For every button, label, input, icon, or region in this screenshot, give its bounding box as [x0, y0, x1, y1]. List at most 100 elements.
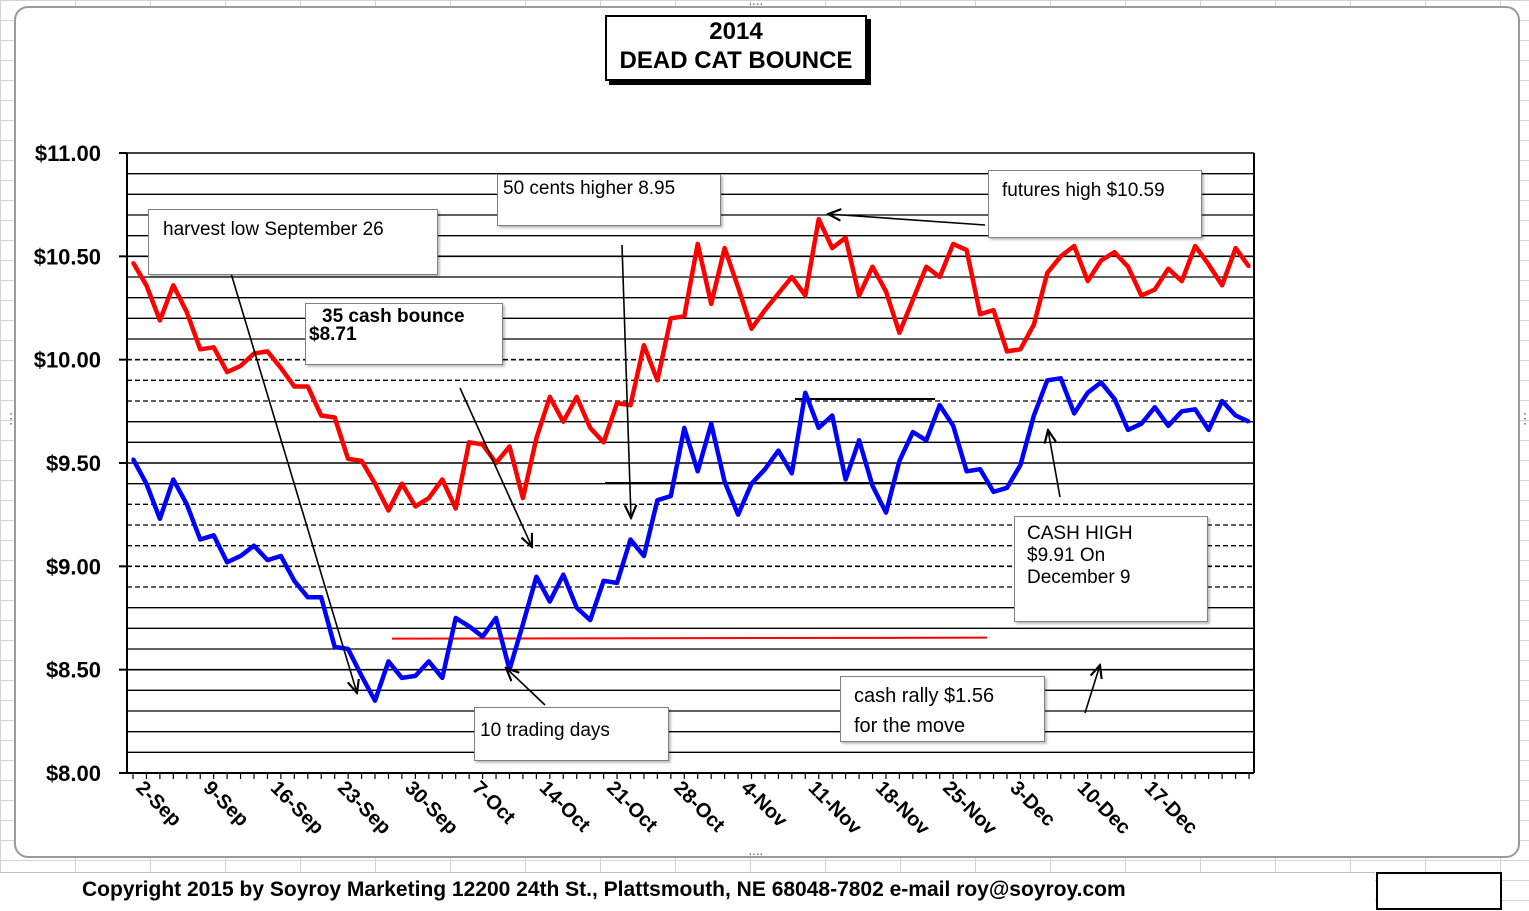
cash-high-arrow [1048, 430, 1061, 498]
futures-point [400, 482, 404, 486]
futures-point [655, 378, 659, 382]
cash-point [1220, 399, 1224, 403]
futures-point [440, 478, 444, 482]
cash-point [1247, 420, 1251, 424]
futures-point [1099, 258, 1103, 262]
x-tick-label: 23-Sep [333, 777, 395, 839]
cash-point [1113, 397, 1117, 401]
callout-ten-days-text: 10 trading days [480, 720, 610, 741]
futures-point [723, 246, 727, 250]
cash-point [575, 606, 579, 610]
cash-point [360, 674, 364, 678]
chart-title-line1: 2014 [709, 18, 763, 45]
cash-point [427, 659, 431, 663]
cash-point [1072, 411, 1076, 415]
side-cell-1[interactable] [1376, 872, 1502, 910]
callout-cash-bounce: 35 cash bounce $8.71 [305, 303, 503, 365]
futures-point [1045, 271, 1049, 275]
futures-point [494, 461, 498, 465]
cash-point [1086, 391, 1090, 395]
resize-handle-right[interactable]: ⋮ [1518, 410, 1529, 426]
y-tick-label: $10.00 [34, 348, 101, 373]
futures-point [561, 420, 565, 424]
futures-point [1018, 347, 1022, 351]
cash-point [615, 581, 619, 585]
cash-point [602, 579, 606, 583]
cash-point [158, 517, 162, 521]
futures-point [803, 294, 807, 298]
callout-cash-rally-line2: for the move [854, 715, 966, 737]
cash-point [938, 403, 942, 407]
cash-point [1234, 413, 1238, 417]
cash-point [333, 645, 337, 649]
cash-point [1166, 424, 1170, 428]
futures-point [198, 347, 202, 351]
cash-point [131, 457, 135, 461]
futures-point [588, 426, 592, 430]
cash-point [790, 471, 794, 475]
futures-point [763, 308, 767, 312]
copyright-text: Copyright 2015 by Soyroy Marketing 12200… [82, 878, 1126, 901]
cash-point [682, 426, 686, 430]
cash-point [897, 459, 901, 463]
futures-point [279, 366, 283, 370]
cash-point [1045, 378, 1049, 382]
futures-point [911, 298, 915, 302]
cash-point [655, 498, 659, 502]
futures-point [965, 248, 969, 252]
cash-point [265, 558, 269, 562]
ten-days-arrow [506, 668, 546, 706]
cash-point [467, 624, 471, 628]
cash-point [413, 674, 417, 678]
cash-point [279, 554, 283, 558]
futures-point [696, 242, 700, 246]
callout-cash-high: CASH HIGH $9.91 On December 9 [1014, 516, 1208, 622]
cash-point [951, 424, 955, 428]
cash-point [992, 490, 996, 494]
cash-point [1005, 486, 1009, 490]
cash-point [386, 659, 390, 663]
futures-point [548, 395, 552, 399]
callout-cash-high-line2: $9.91 On [1027, 545, 1106, 566]
x-tick-label: 10-Dec [1073, 777, 1135, 839]
futures-point [467, 440, 471, 444]
cash-point [776, 449, 780, 453]
futures-point [1032, 323, 1036, 327]
cash-bounce-arrow [459, 387, 532, 547]
futures-point [1072, 244, 1076, 248]
cash-point [454, 616, 458, 620]
cash-point [373, 699, 377, 703]
cash-point [884, 511, 888, 515]
cash-point [400, 676, 404, 680]
callout-harvest-low: harvest low September 26 [148, 209, 438, 275]
futures-point [951, 242, 955, 246]
futures-point [1180, 279, 1184, 283]
cash-point [830, 413, 834, 417]
x-tick-label: 2-Sep [131, 777, 185, 831]
cash-point [709, 422, 713, 426]
cash-point [1059, 376, 1063, 380]
y-tick-label: $10.50 [34, 244, 101, 269]
cash-point [696, 469, 700, 473]
x-tick-label: 21-Oct [602, 777, 662, 837]
futures-point [319, 413, 323, 417]
futures-point [1139, 294, 1143, 298]
futures-point [978, 312, 982, 316]
y-tick-label: $9.00 [46, 554, 101, 579]
y-tick-label: $8.50 [46, 658, 101, 683]
futures-point [360, 459, 364, 463]
cash-point [212, 533, 216, 537]
y-tick-label: $11.00 [35, 141, 101, 166]
futures-point [333, 416, 337, 420]
futures-point [709, 302, 713, 306]
resize-handle-top[interactable]: ···· [748, 0, 764, 11]
futures-point [481, 442, 485, 446]
futures-point [507, 444, 511, 448]
futures-point [373, 482, 377, 486]
y-tick-label: $9.50 [46, 451, 101, 476]
cash-point [736, 513, 740, 517]
futures-point [602, 440, 606, 444]
futures-point [817, 217, 821, 221]
futures-point [1059, 254, 1063, 258]
